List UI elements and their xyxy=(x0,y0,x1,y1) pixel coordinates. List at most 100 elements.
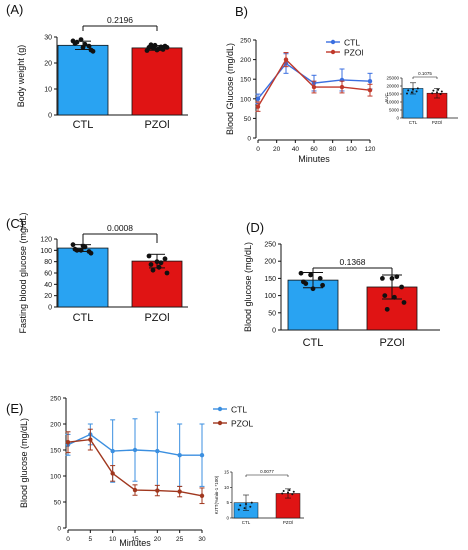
data-point xyxy=(392,294,397,300)
data-point xyxy=(164,45,170,50)
y-tick-label: 250 xyxy=(264,242,276,249)
inset-data-point xyxy=(432,89,435,92)
y-axis-label: Blood glucose (mg/dL) xyxy=(19,418,29,508)
data-point xyxy=(255,104,261,109)
data-point xyxy=(156,264,162,270)
inset-data-point xyxy=(407,89,410,92)
data-point xyxy=(399,284,404,290)
panel-label: (C) xyxy=(6,216,24,231)
x-tick-label: 80 xyxy=(329,146,337,153)
data-point xyxy=(380,276,385,281)
x-category-label: PZOl xyxy=(144,119,169,131)
data-point xyxy=(78,37,84,42)
bar xyxy=(131,260,183,308)
panel-label: B) xyxy=(235,4,248,19)
data-point xyxy=(199,493,205,498)
data-point xyxy=(74,39,80,45)
inset-data-point xyxy=(281,492,284,495)
inset-data-point xyxy=(249,505,252,508)
data-point xyxy=(148,262,154,267)
y-tick-label: 0 xyxy=(247,136,251,143)
x-category-label: PZOl xyxy=(144,312,169,324)
inset-data-point xyxy=(437,88,440,91)
data-point xyxy=(255,96,261,102)
inset-data-point xyxy=(410,91,413,94)
inset-p-value-label: 0.1075 xyxy=(418,71,432,76)
data-point xyxy=(158,260,164,266)
y-tick-label: 0 xyxy=(48,113,52,120)
y-tick-label: 0 xyxy=(57,526,61,533)
x-axis-label: Minutes xyxy=(298,154,330,164)
y-tick-label: 200 xyxy=(50,422,61,429)
y-tick-label: 20 xyxy=(44,61,52,68)
data-point xyxy=(199,453,205,458)
y-tick-label: 20 xyxy=(44,293,52,300)
y-tick-label: 200 xyxy=(240,57,251,64)
inset-y-tick-label: 20000 xyxy=(386,84,399,89)
x-tick-label: 20 xyxy=(273,146,281,153)
data-point xyxy=(146,45,152,51)
x-tick-label: 15 xyxy=(131,536,139,543)
data-point xyxy=(155,448,160,454)
x-tick-label: 25 xyxy=(176,536,184,543)
inset-y-tick-label: 5 xyxy=(226,500,229,505)
data-point xyxy=(310,286,316,292)
data-point xyxy=(389,276,395,281)
y-tick-label: 50 xyxy=(244,116,252,123)
inset-p-value-label: 0.0077 xyxy=(260,469,274,474)
data-point xyxy=(283,57,289,62)
legend-label: PZOl xyxy=(344,48,363,58)
legend-label: PZOL xyxy=(231,419,253,429)
data-point xyxy=(146,253,152,259)
y-tick-label: 50 xyxy=(268,310,276,317)
inset-y-tick-label: 0 xyxy=(396,116,399,121)
inset-y-tick-label: 25000 xyxy=(386,76,399,81)
data-point xyxy=(367,87,373,93)
x-category-label: CTL xyxy=(73,119,94,131)
inset-category-label: CTL xyxy=(409,120,418,125)
inset-data-point xyxy=(245,503,247,506)
y-tick-label: 10 xyxy=(44,87,52,94)
x-category-label: PZOl xyxy=(379,337,404,349)
inset-y-tick-label: 0 xyxy=(226,516,229,521)
y-tick-label: 120 xyxy=(40,237,52,244)
y-tick-label: 250 xyxy=(240,38,251,45)
data-point xyxy=(78,247,84,253)
inset-data-point xyxy=(431,92,434,95)
inset-y-tick-label: 10 xyxy=(224,485,230,490)
y-tick-label: 150 xyxy=(240,77,251,84)
data-point xyxy=(160,47,166,52)
data-point xyxy=(320,282,325,288)
inset-y-tick-label: 15 xyxy=(224,470,230,475)
data-point xyxy=(154,259,160,265)
inset-data-point xyxy=(287,491,289,494)
y-tick-label: 150 xyxy=(264,276,276,283)
x-tick-label: 100 xyxy=(346,146,357,153)
y-tick-label: 30 xyxy=(44,35,52,42)
x-tick-label: 5 xyxy=(89,536,93,543)
inset-data-point xyxy=(406,92,408,95)
y-tick-label: 80 xyxy=(44,259,52,266)
data-point xyxy=(401,300,407,305)
data-point xyxy=(65,440,71,445)
data-point xyxy=(367,78,373,84)
inset-data-point xyxy=(288,489,291,492)
legend-swatch-marker xyxy=(330,49,336,55)
y-tick-label: 40 xyxy=(44,282,52,289)
inset-data-point xyxy=(243,507,246,510)
data-point xyxy=(382,293,388,298)
data-point xyxy=(164,270,170,276)
legend-swatch-marker xyxy=(217,406,223,412)
legend-swatch-marker xyxy=(217,420,223,426)
data-point xyxy=(177,489,182,494)
inset-data-point xyxy=(412,88,414,91)
data-point xyxy=(74,247,80,253)
data-point xyxy=(132,487,138,493)
inset-data-point xyxy=(291,493,294,496)
inset-y-tick-label: 5000 xyxy=(389,108,400,113)
data-point xyxy=(384,306,390,312)
x-tick-label: 0 xyxy=(66,536,70,543)
inset-data-point xyxy=(440,90,443,93)
data-point xyxy=(394,274,400,280)
